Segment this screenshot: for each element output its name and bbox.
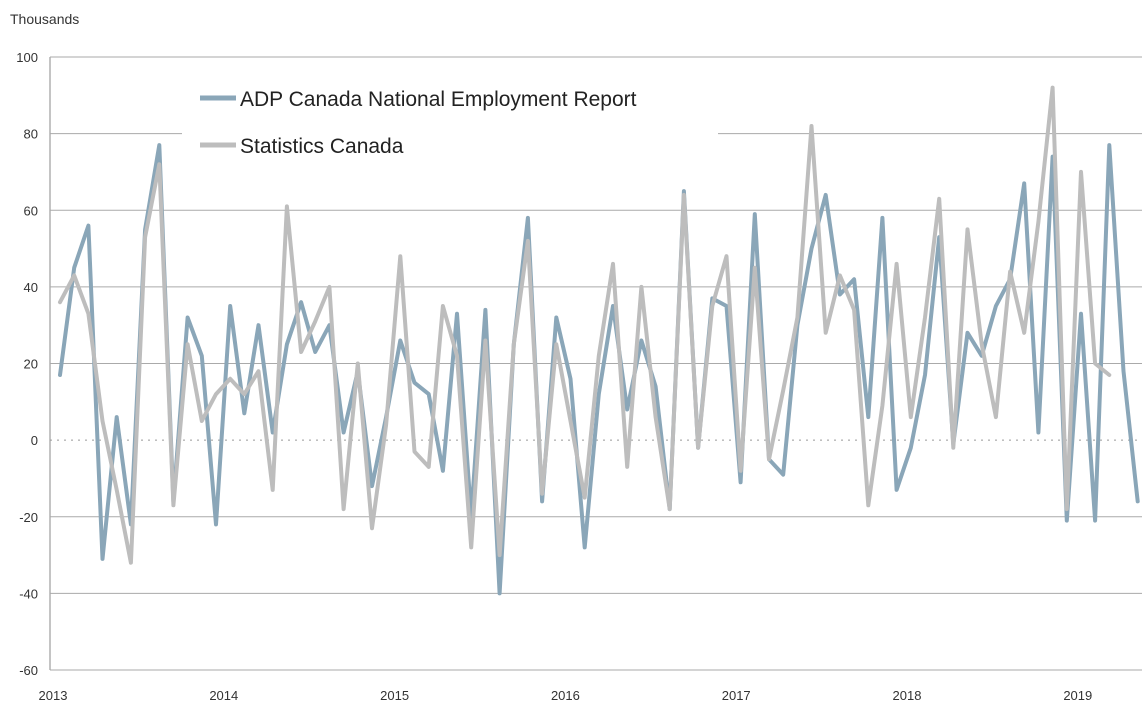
x-tick-label: 2014 [209,688,238,703]
y-tick-label: 80 [24,127,38,142]
y-tick-label: 40 [24,280,38,295]
series-line-statcan [58,85,1112,565]
y-tick-label: -40 [19,586,38,601]
x-tick-label: 2018 [893,688,922,703]
y-axis-ticks: -60 -40 -20 0 20 40 60 80 100 [16,50,38,678]
x-tick-label: 2016 [551,688,580,703]
y-tick-label: -60 [19,663,38,678]
y-axis-unit-label: Thousands [10,11,79,27]
x-tick-label: 2017 [722,688,751,703]
y-tick-label: 0 [31,433,38,448]
series-lines [58,85,1140,596]
y-tick-label: 20 [24,357,38,372]
y-tick-label: 100 [16,50,38,65]
x-axis-ticks: 2013 2014 2015 2016 2017 2018 2019 [39,688,1093,703]
legend: ADP Canada National Employment Report St… [182,76,718,180]
legend-background [182,76,718,180]
y-tick-label: -20 [19,510,38,525]
y-tick-label: 60 [24,203,38,218]
x-tick-label: 2015 [380,688,409,703]
x-tick-label: 2019 [1063,688,1092,703]
series-line-adp [58,143,1140,596]
legend-label-statcan: Statistics Canada [240,135,404,158]
legend-label-adp: ADP Canada National Employment Report [240,88,637,111]
x-tick-label: 2013 [39,688,68,703]
